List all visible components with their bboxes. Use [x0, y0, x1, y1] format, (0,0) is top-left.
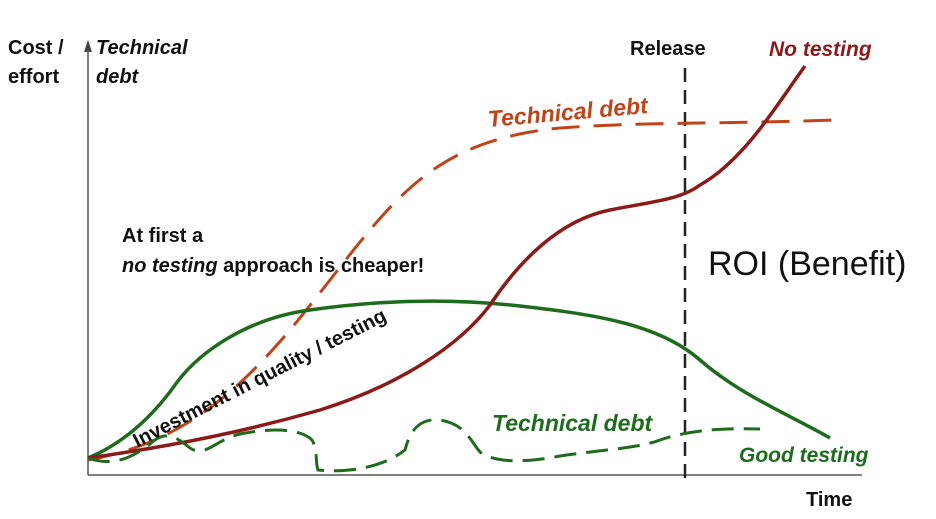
annotation-rest: approach is cheaper! [217, 255, 425, 277]
technical-debt-good-testing-label: Technical debt [492, 410, 653, 436]
y-axis-arrow-icon [84, 40, 92, 52]
good-testing-label: Good testing [739, 444, 869, 467]
no-testing-label: No testing [769, 38, 872, 61]
release-label: Release [630, 38, 706, 60]
technical-debt-good-testing-curve [87, 418, 761, 473]
x-axis-label: Time [806, 489, 853, 511]
y-axis-alt-label-line1: Technical [96, 37, 188, 59]
technical-debt-no-testing-curve [87, 118, 836, 462]
y-axis-label-line1: Cost / [8, 37, 64, 59]
y-axis-label-line2: effort [8, 66, 60, 88]
annotation-line1: At first a [122, 225, 204, 247]
investment-curve [87, 299, 831, 460]
annotation-emphasis: no testing [122, 255, 218, 277]
no-testing-curve [87, 64, 807, 460]
y-axis-alt-label-line2: debt [96, 66, 139, 88]
annotation-line2: no testing approach is cheaper! [122, 255, 424, 278]
roi-label: ROI (Benefit) [708, 245, 907, 283]
